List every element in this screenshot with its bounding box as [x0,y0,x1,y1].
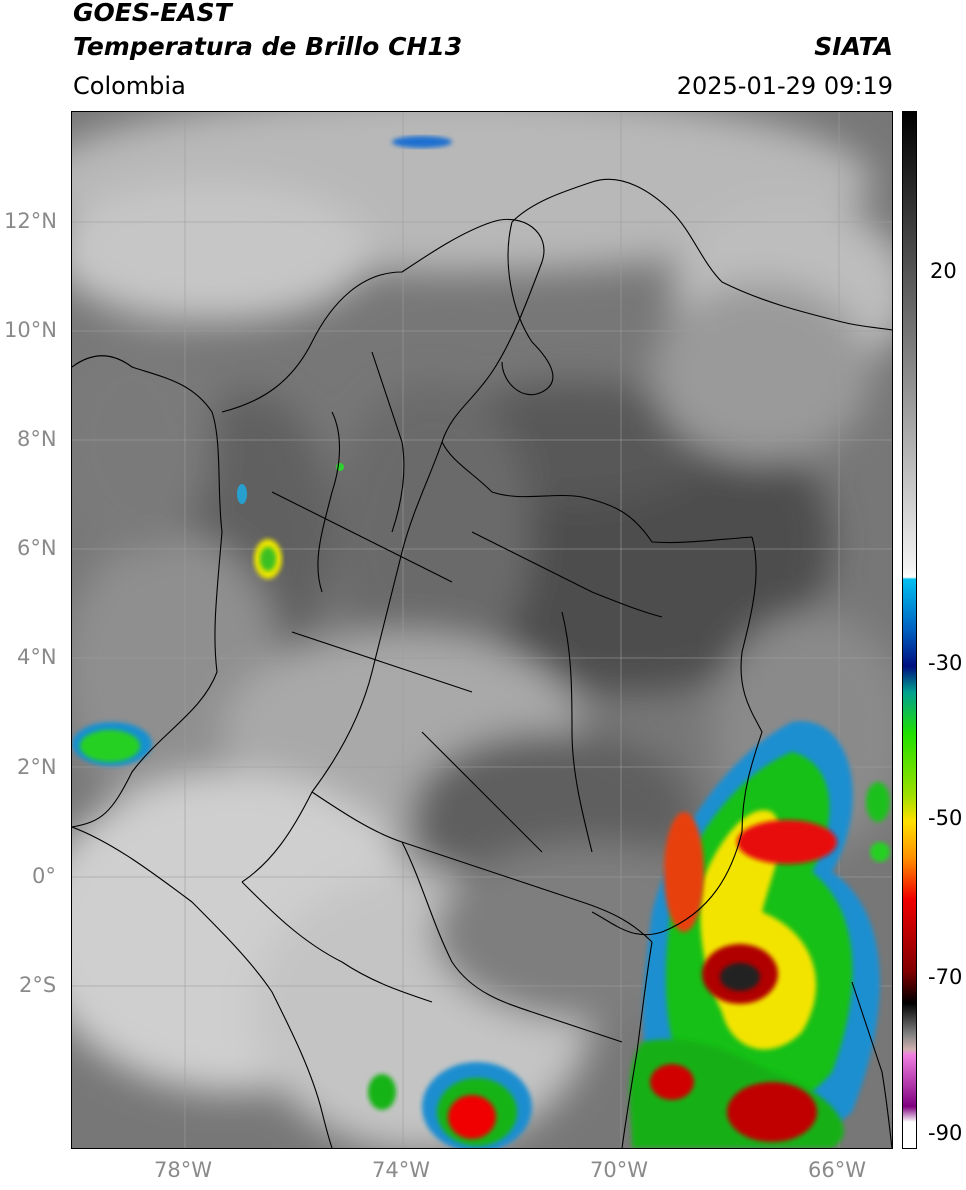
lat-tick: 4°N [17,645,57,669]
region-label: Colombia [73,72,186,100]
colorbar-gradient [903,112,916,1148]
lat-tick: 12°N [4,209,57,233]
lat-tick: 2°S [19,973,57,997]
lat-tick: 2°N [17,755,57,779]
lon-tick: 78°W [154,1158,212,1182]
product-title: Temperatura de Brillo CH13 [73,32,463,61]
lat-tick: 8°N [17,427,57,451]
lon-tick: 66°W [808,1158,866,1182]
borders [71,178,893,1149]
satellite-map[interactable] [32,92,912,1152]
colorbar-tick: -30 [928,651,963,675]
map-canvas [32,92,912,1152]
source-label: SIATA [814,32,893,61]
colorbar-tick: 20 [930,259,957,283]
colorbar-tick: -50 [928,806,963,830]
convective-cloud-pacific [72,136,890,862]
lat-tick: 10°N [4,318,57,342]
lat-tick: 6°N [17,536,57,560]
lon-tick: 74°W [372,1158,430,1182]
lon-tick: 70°W [590,1158,648,1182]
convective-cloud-sw [368,1062,532,1152]
colorbar [902,111,917,1149]
satellite-title: GOES-EAST [73,0,232,27]
colorbar-tick: -70 [928,965,963,989]
timestamp-label: 2025-01-29 09:19 [676,72,893,100]
lat-tick: 0° [32,864,56,888]
convective-cloud-se [629,721,880,1148]
colorbar-tick: -90 [928,1121,963,1145]
